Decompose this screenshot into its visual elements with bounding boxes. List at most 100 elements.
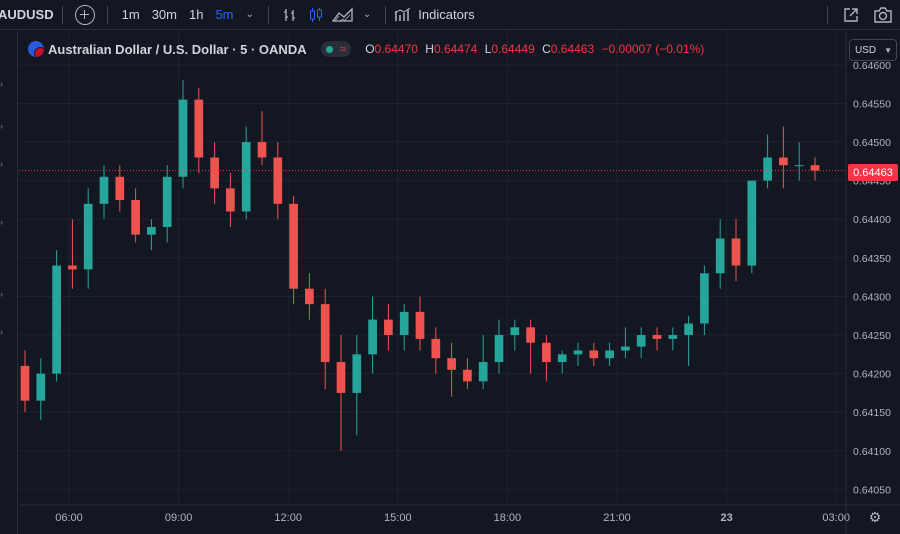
candle-body [478,362,488,382]
candle-body [257,142,267,158]
candle-body [194,99,204,158]
symbol-title[interactable]: Australian Dollar / U.S. Dollar · 5 · OA… [48,41,307,57]
drawing-toolbar: › › › › › › [0,31,18,534]
time-axis-label: 23 [720,512,732,524]
symbol-search[interactable]: AUDUSD [0,7,54,22]
snapshot-button[interactable] [866,0,900,30]
currency-label: USD [855,44,877,56]
candle-body [700,273,709,324]
chart-type-chevron-down-icon[interactable]: ⌄ [362,9,372,20]
candle-body [384,319,393,336]
price-axis-label: 0.64400 [853,214,891,226]
candles-chart-type-button[interactable] [303,0,329,30]
drawing-tool-icon[interactable]: › [0,79,3,89]
candle-body [810,165,820,171]
candle-body [779,157,788,166]
candle-body [605,350,614,359]
currency-button[interactable]: USD ▼ [849,39,897,61]
market-open-dot-icon [325,45,333,53]
interval-5m[interactable]: 5m [215,7,234,22]
candle-body [652,335,662,339]
candle-body [684,323,693,336]
gear-icon[interactable]: ⚙ [868,508,882,525]
candles-icon [309,7,322,22]
candle-body [36,373,46,401]
indicators-button[interactable]: Indicators [394,0,475,30]
candle-body [368,319,377,355]
candle-body [305,288,314,305]
price-axis-label: 0.64150 [853,407,891,419]
candle-body [431,338,441,359]
separator [106,5,108,24]
interval-1h[interactable]: 1h [188,7,204,22]
bar-chart-type-button[interactable] [277,0,303,30]
candle-body [763,157,772,181]
price-axis-label: 0.64250 [853,330,891,342]
interval-30m[interactable]: 30m [151,7,177,22]
time-axis-label: 12:00 [274,512,302,524]
candle-body [147,226,156,235]
low-label: L [484,42,492,56]
market-status-badge[interactable]: ≈ [320,41,352,57]
drawing-tool-icon[interactable]: › [0,327,3,337]
candle-body [636,335,646,347]
time-axis-label: 18:00 [494,512,522,524]
candle-body [210,157,219,189]
candle-body [415,311,425,339]
candle-body [289,203,298,289]
candle-body [542,342,551,363]
chart-pane[interactable]: 0.64600 0.64550 0.64500 0.64450 0.64400 0.643… [19,31,900,534]
candle-body [573,350,583,355]
candle-body [352,354,362,393]
external-link-icon [844,7,858,22]
candle-body [83,203,93,270]
price-axis-label: 0.64350 [853,253,891,265]
camera-icon [874,6,892,23]
price-axis-label: 0.64100 [853,446,891,458]
bars-icon [283,8,295,21]
close-label: C [542,42,551,56]
candle-body [320,304,330,363]
candle-body [510,327,520,336]
candle-body [115,176,125,200]
candle-body [731,238,741,266]
data-problem-icon: ≈ [339,42,347,56]
area-chart-type-button[interactable] [329,0,357,30]
price-axis-label: 0.64200 [853,369,891,381]
change-value: −0.00007 (−0.01%) [601,42,705,56]
candle-body [52,265,61,374]
drawing-tool-icon[interactable]: › [0,289,3,299]
candle-body [668,335,678,339]
candle-body [226,188,235,212]
drawing-tool-icon[interactable]: › [0,159,3,169]
candle-body [794,165,804,167]
chart-legend: Australian Dollar / U.S. Dollar · 5 · OA… [28,40,708,58]
ohlc-values: O0.64470 H0.64474 L0.64449 C0.64463 −0.0… [365,42,708,56]
candle-body [273,157,283,204]
indicators-label: Indicators [418,7,475,22]
drawing-tool-icon[interactable]: › [0,121,3,131]
candlestick-chart[interactable]: 0.646000.645500.645000.644500.644000.643… [19,31,900,534]
candle-body [399,311,409,336]
top-toolbar: AUDUSD 1m 30m 1h 5m ⌄ ⌄ Indicators [0,0,900,30]
interval-1m[interactable]: 1m [121,7,140,22]
low-value: 0.64449 [491,42,535,56]
separator [61,5,63,24]
aud-usd-flag-icon [28,41,44,57]
interval-menu-chevron-down-icon[interactable]: ⌄ [245,9,254,20]
chevron-down-icon: ▼ [884,45,893,55]
candle-body [557,354,567,363]
candle-body [526,327,535,343]
add-symbol-button[interactable] [71,0,99,30]
open-label: O [365,42,375,56]
fullscreen-button[interactable] [836,0,866,30]
candle-body [131,199,140,235]
drawing-tool-icon[interactable]: › [0,217,3,227]
plus-circle-icon [74,4,95,25]
close-value: 0.64463 [550,42,595,56]
candle-body [494,335,504,363]
candle-body [20,365,30,401]
price-axis-label: 0.64550 [853,98,891,110]
separator [385,5,387,24]
candle-body [68,265,77,270]
